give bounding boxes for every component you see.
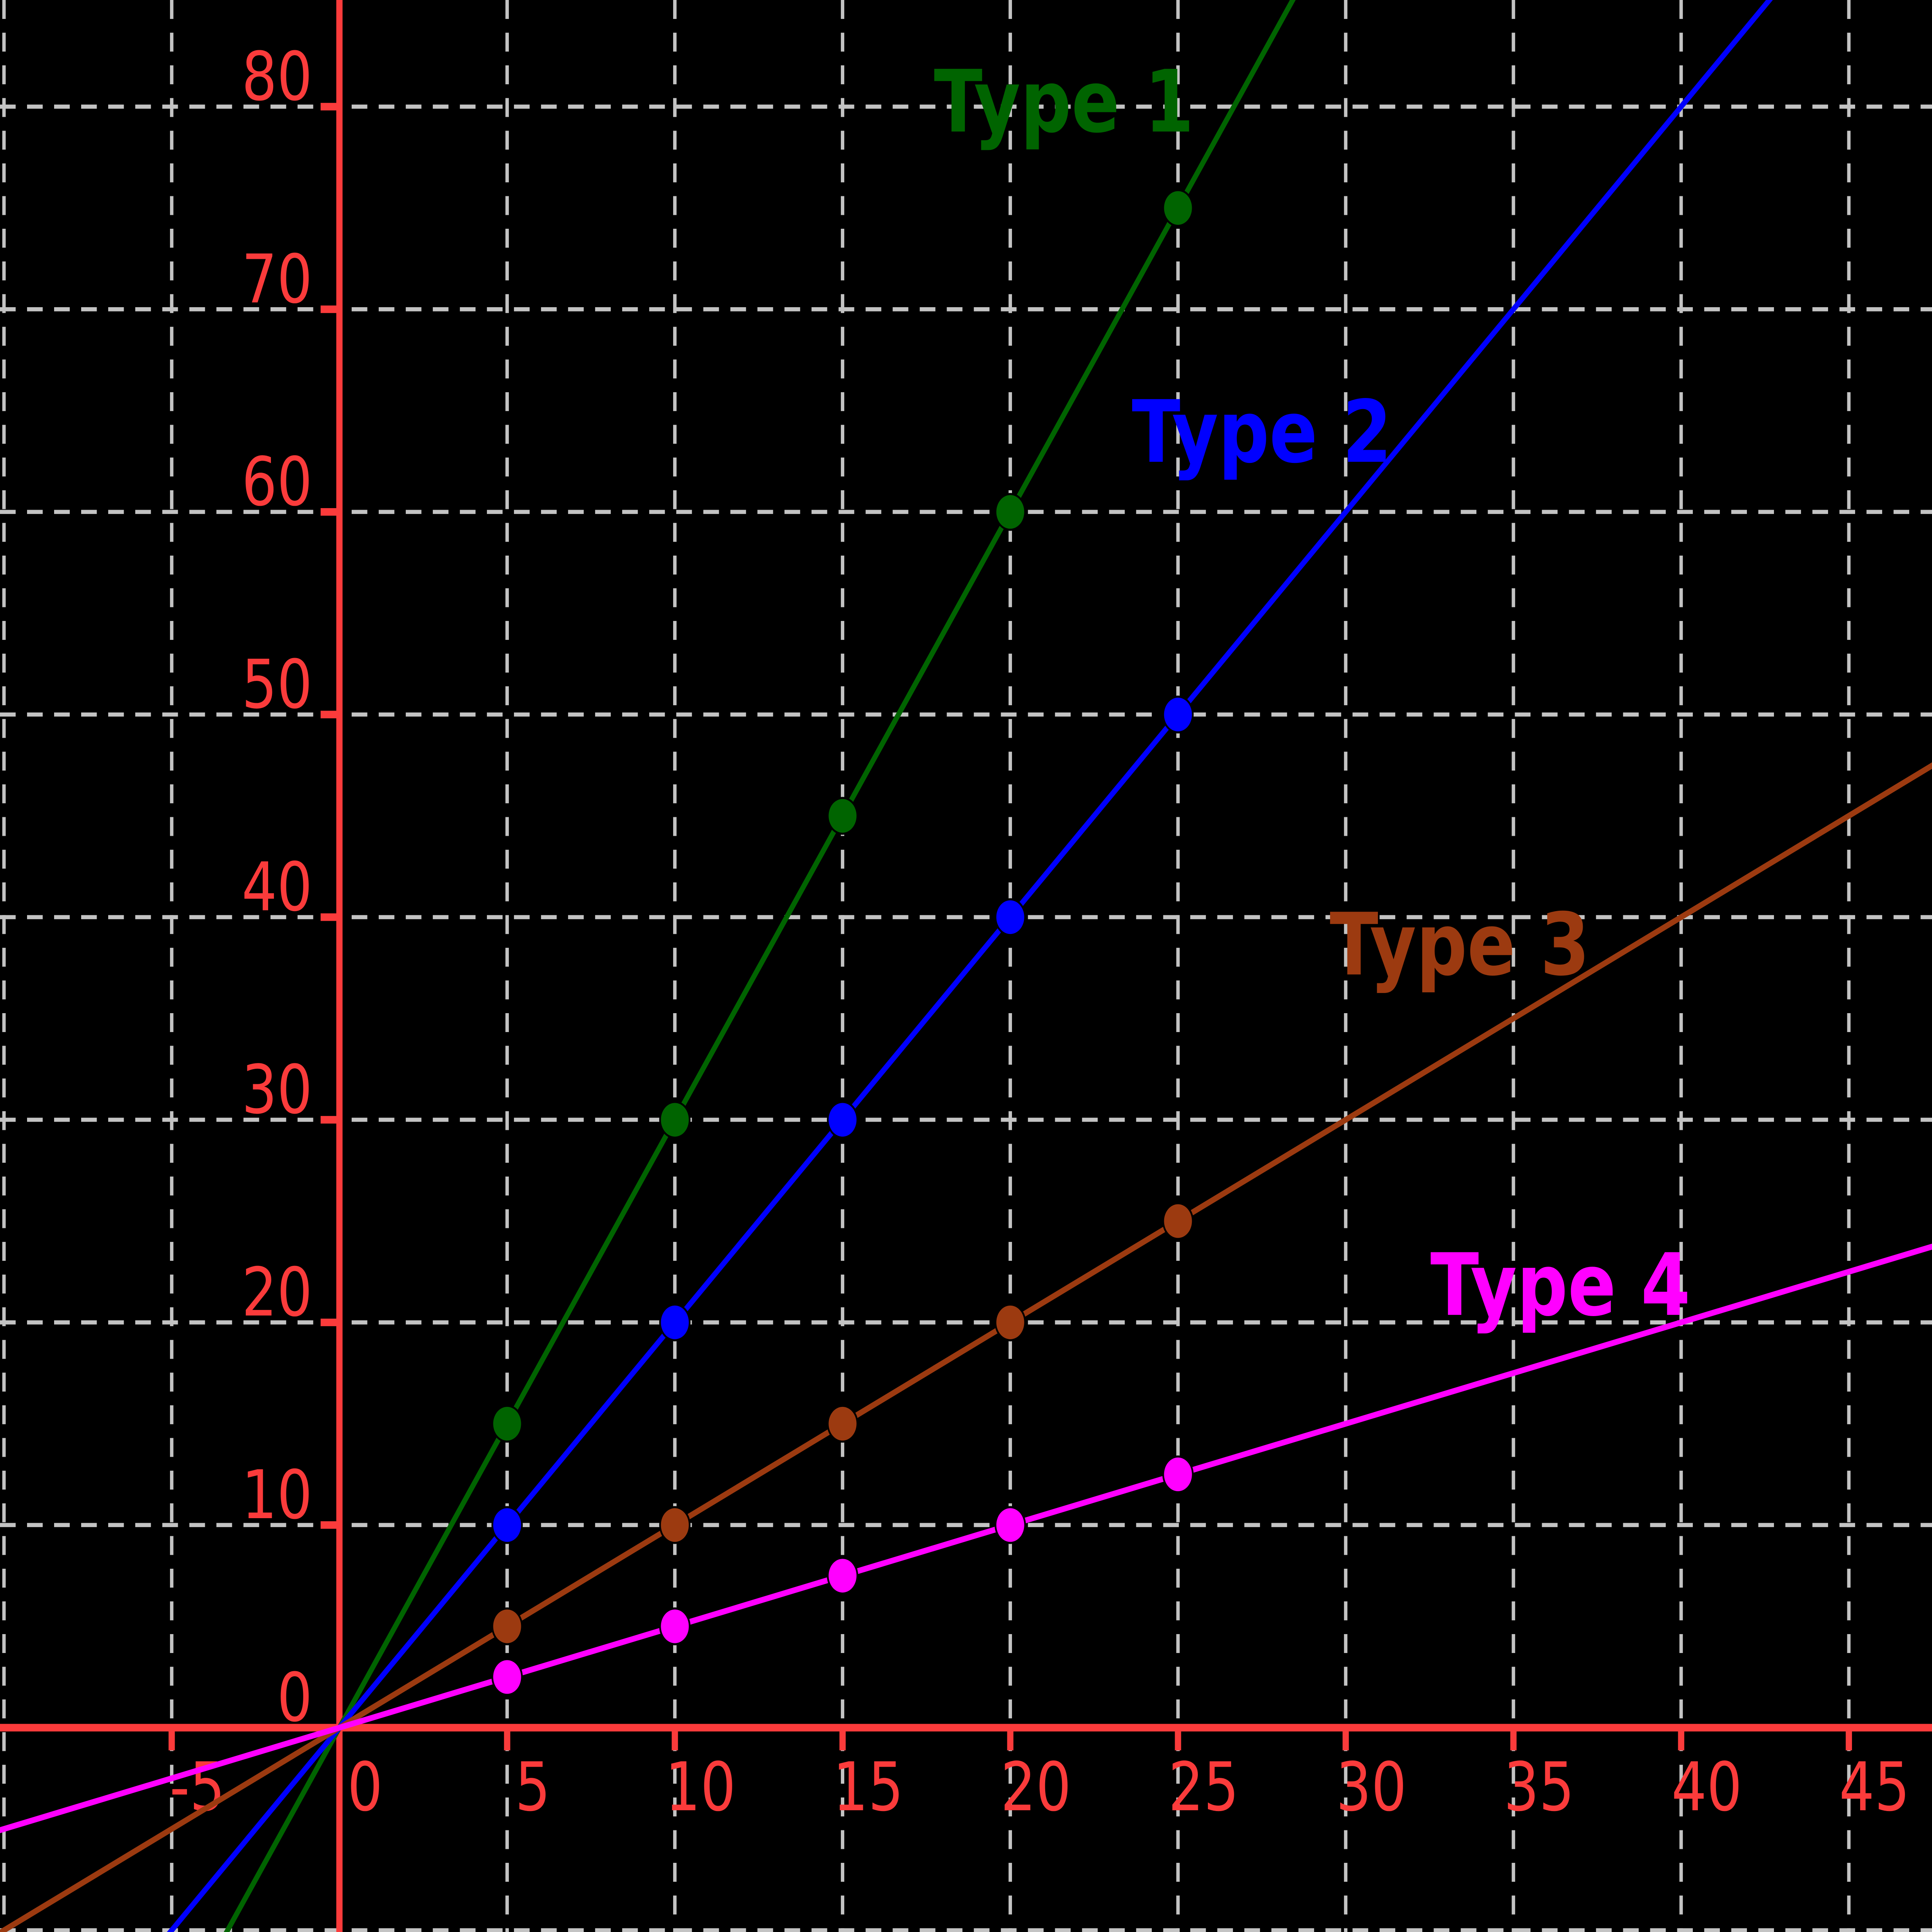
x-tick-label-0: 0 xyxy=(347,1748,383,1827)
y-tick-label-80: 80 xyxy=(242,37,313,116)
data-point-type-1-x10 xyxy=(659,1101,691,1139)
y-tick-label-20: 20 xyxy=(242,1253,313,1332)
data-point-type-2-x5 xyxy=(491,1506,523,1544)
y-tick-label-30: 30 xyxy=(242,1051,313,1129)
data-point-type-4-x25 xyxy=(1162,1455,1194,1493)
data-point-type-1-x15 xyxy=(827,797,859,835)
data-point-type-4-x20 xyxy=(995,1506,1026,1544)
data-point-type-3-x15 xyxy=(827,1405,859,1443)
y-tick-label-60: 60 xyxy=(242,443,313,521)
x-tick-label-35: 35 xyxy=(1504,1748,1575,1827)
x-tick-label-15: 15 xyxy=(833,1748,903,1827)
series-line-type-4 xyxy=(0,1243,1932,1833)
x-tick-label-20: 20 xyxy=(1000,1748,1071,1827)
data-point-type-3-x25 xyxy=(1162,1202,1194,1240)
data-point-type-4-x10 xyxy=(659,1607,691,1645)
x-tick-label-10: 10 xyxy=(665,1748,736,1827)
data-point-type-4-x5 xyxy=(491,1658,523,1696)
series-label-type-1: Type 1 xyxy=(934,52,1194,152)
data-point-type-4-x15 xyxy=(827,1556,859,1595)
data-point-type-3-x5 xyxy=(491,1607,523,1645)
x-tick-label-30: 30 xyxy=(1336,1748,1407,1827)
data-point-type-2-x10 xyxy=(659,1303,691,1342)
y-tick-label-50: 50 xyxy=(242,645,313,724)
data-point-type-2-x25 xyxy=(1162,696,1194,734)
series-label-type-4: Type 4 xyxy=(1430,1235,1690,1335)
data-point-type-1-x25 xyxy=(1162,189,1194,227)
series-line-type-3 xyxy=(0,762,1932,1932)
data-point-type-2-x20 xyxy=(995,898,1026,936)
data-point-type-1-x20 xyxy=(995,493,1026,531)
x-tick-label-25: 25 xyxy=(1168,1748,1239,1827)
x-tick-label-45: 45 xyxy=(1839,1748,1910,1827)
y-tick-label-0: 0 xyxy=(277,1658,312,1737)
y-tick-label-10: 10 xyxy=(242,1456,313,1534)
series-label-type-3: Type 3 xyxy=(1330,895,1590,995)
data-point-type-3-x20 xyxy=(995,1303,1026,1342)
y-tick-label-40: 40 xyxy=(242,848,313,927)
x-tick-label-5: 5 xyxy=(515,1748,550,1827)
x-tick-label-40: 40 xyxy=(1672,1748,1742,1827)
data-point-type-2-x15 xyxy=(827,1101,859,1139)
data-point-type-3-x10 xyxy=(659,1506,691,1544)
series-label-type-2: Type 2 xyxy=(1132,382,1392,482)
data-point-type-1-x5 xyxy=(491,1405,523,1443)
y-tick-label-70: 70 xyxy=(242,240,313,318)
